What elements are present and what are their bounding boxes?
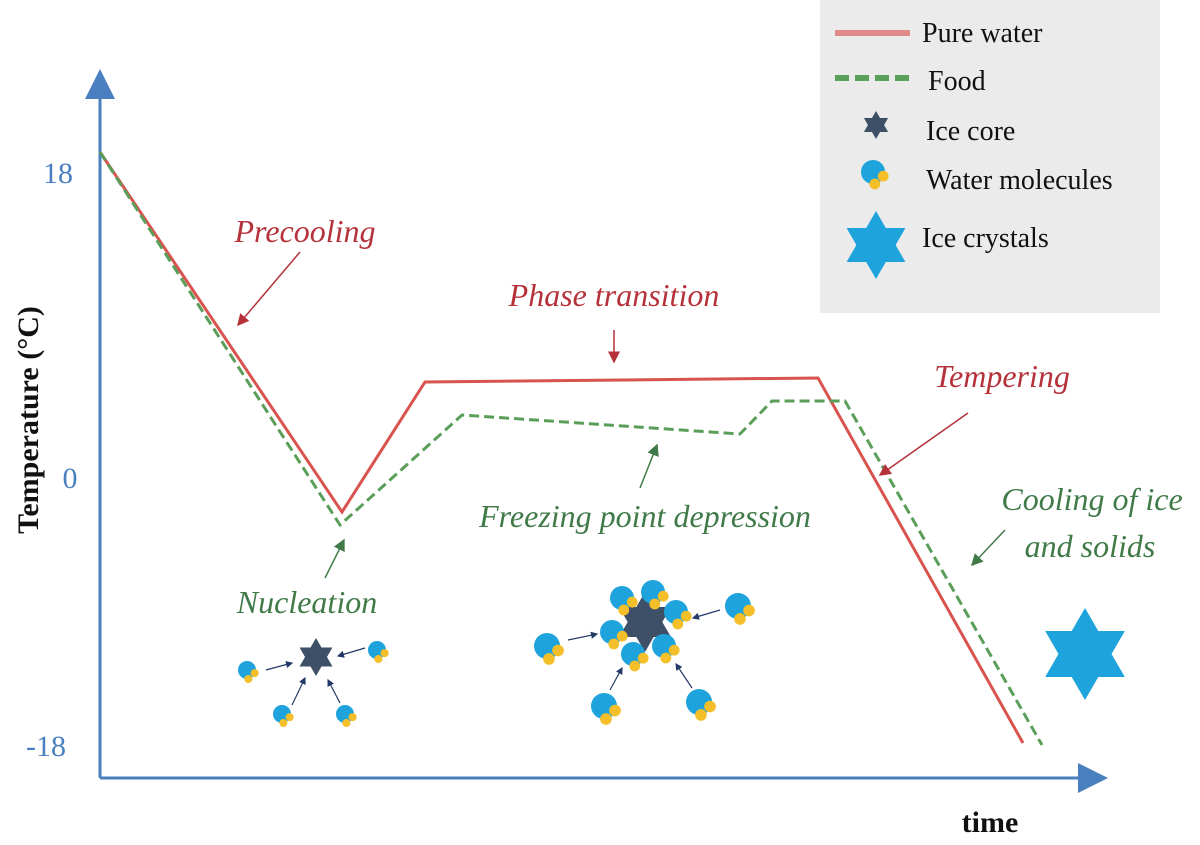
legend-label: Water molecules	[926, 165, 1113, 196]
annotation: and solids	[1025, 528, 1156, 564]
y-tick-label: -18	[26, 730, 66, 763]
y-axis-label: Temperature (°C)	[12, 306, 45, 534]
annotation: Nucleation	[236, 584, 377, 620]
annotation-arrow	[324, 538, 345, 579]
legend-label: Pure water	[922, 18, 1043, 49]
annotation: Freezing point depression	[478, 498, 811, 534]
annotation-arrow	[237, 251, 301, 327]
y-tick-label: 18	[43, 157, 73, 190]
annotation-arrow	[639, 443, 659, 489]
legend-label: Ice crystals	[922, 223, 1049, 254]
annotation: Cooling of ice	[1001, 481, 1182, 517]
y-tick-label: 0	[63, 462, 78, 495]
ice-crystal-icon	[1045, 608, 1125, 700]
legend-label: Food	[928, 66, 986, 97]
cluster-illustration	[534, 580, 755, 725]
annotation: Precooling	[234, 213, 376, 249]
nucleation-illustration	[238, 638, 389, 728]
x-axis-label: time	[962, 806, 1019, 839]
annotation-arrow	[878, 412, 969, 476]
pure-water-curve	[98, 151, 1025, 744]
annotation: Phase transition	[508, 277, 720, 313]
food-curve	[98, 151, 1044, 746]
annotation: Tempering	[934, 358, 1070, 394]
legend-label: Ice core	[926, 116, 1015, 147]
annotation-arrow	[970, 529, 1006, 567]
